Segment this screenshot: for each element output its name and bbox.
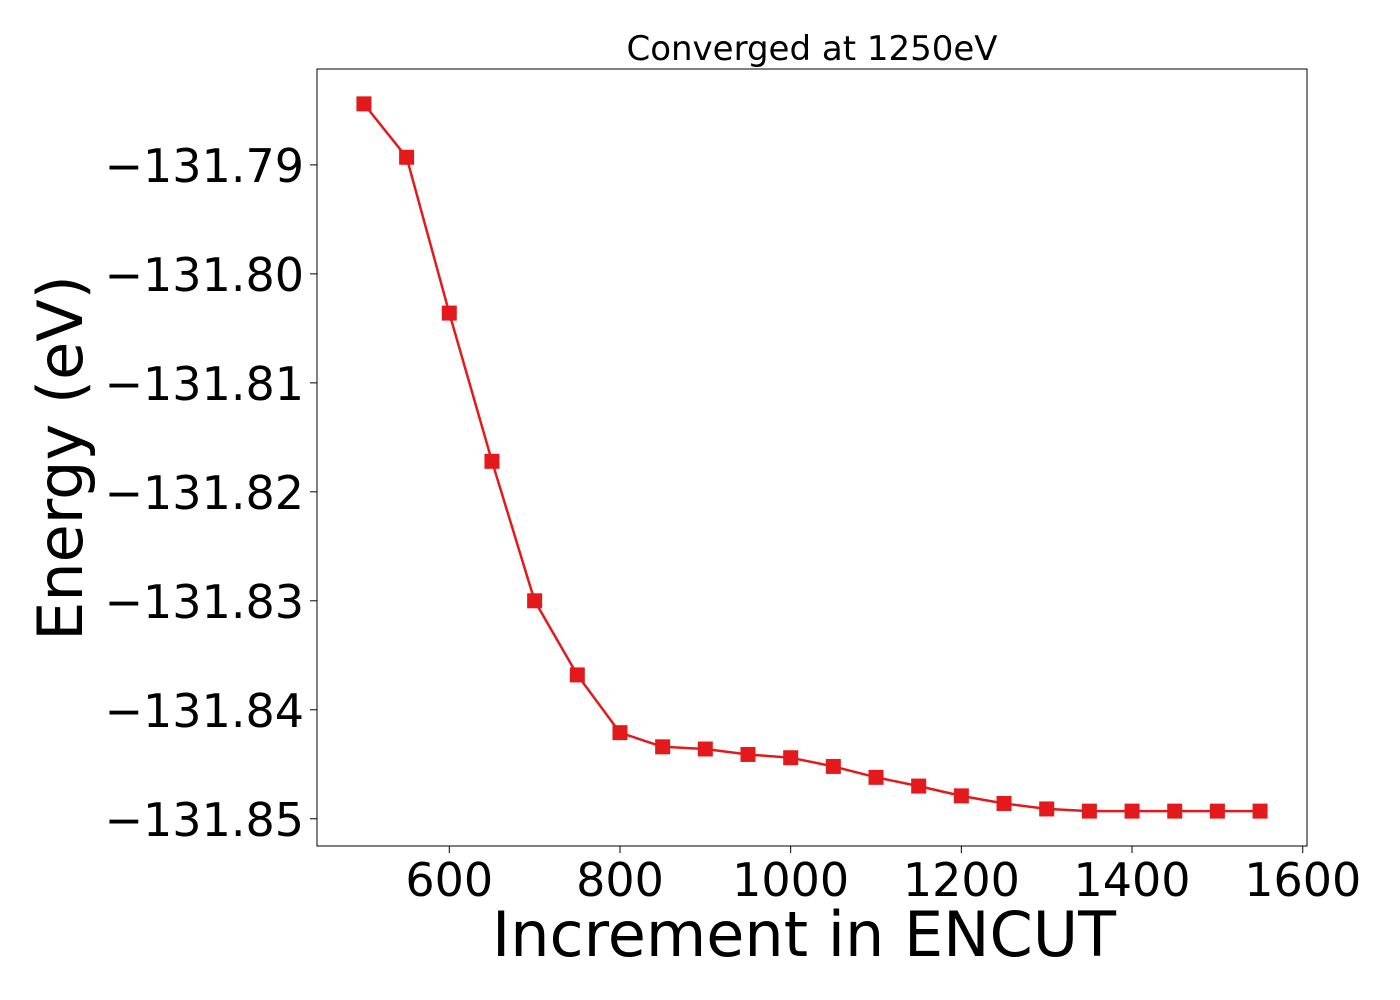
data-point [1252,803,1268,819]
data-point [484,453,500,469]
data-point [655,739,671,755]
data-point [1081,803,1097,819]
data-point [825,758,841,774]
y-tick-label: −131.80 [105,248,305,302]
x-tick-label: 1200 [903,853,1020,907]
data-point [996,795,1012,811]
data-point [356,96,372,112]
y-tick-label: −131.79 [105,139,305,193]
data-point [1039,801,1055,817]
data-point [1209,803,1225,819]
data-point [783,750,799,766]
data-point [697,741,713,757]
y-tick-label: −131.83 [105,575,305,629]
y-tick-label: −131.82 [105,466,305,520]
data-point [441,305,457,321]
data-point [740,746,756,762]
data-point [953,788,969,804]
x-tick-label: 800 [576,853,664,907]
data-point [527,593,543,609]
data-point [868,769,884,785]
y-tick-label: −131.85 [105,793,305,847]
data-point [1167,803,1183,819]
x-tick-label: 1400 [1074,853,1191,907]
x-tick-label: 600 [405,853,493,907]
x-tick-label: 1600 [1244,853,1361,907]
data-point [612,725,628,741]
y-axis-title: Energy (eV) [24,275,97,641]
chart-title: Converged at 1250eV [626,29,997,69]
data-point [399,149,415,165]
data-point [1124,803,1140,819]
y-tick-label: −131.84 [105,684,305,738]
x-axis-title: Increment in ENCUT [492,898,1117,971]
data-point [911,778,927,794]
data-point [569,667,585,683]
x-tick-label: 1000 [732,853,849,907]
plot-area-frame [316,68,1308,847]
series-line [362,103,1261,813]
y-tick-label: −131.81 [105,357,305,411]
